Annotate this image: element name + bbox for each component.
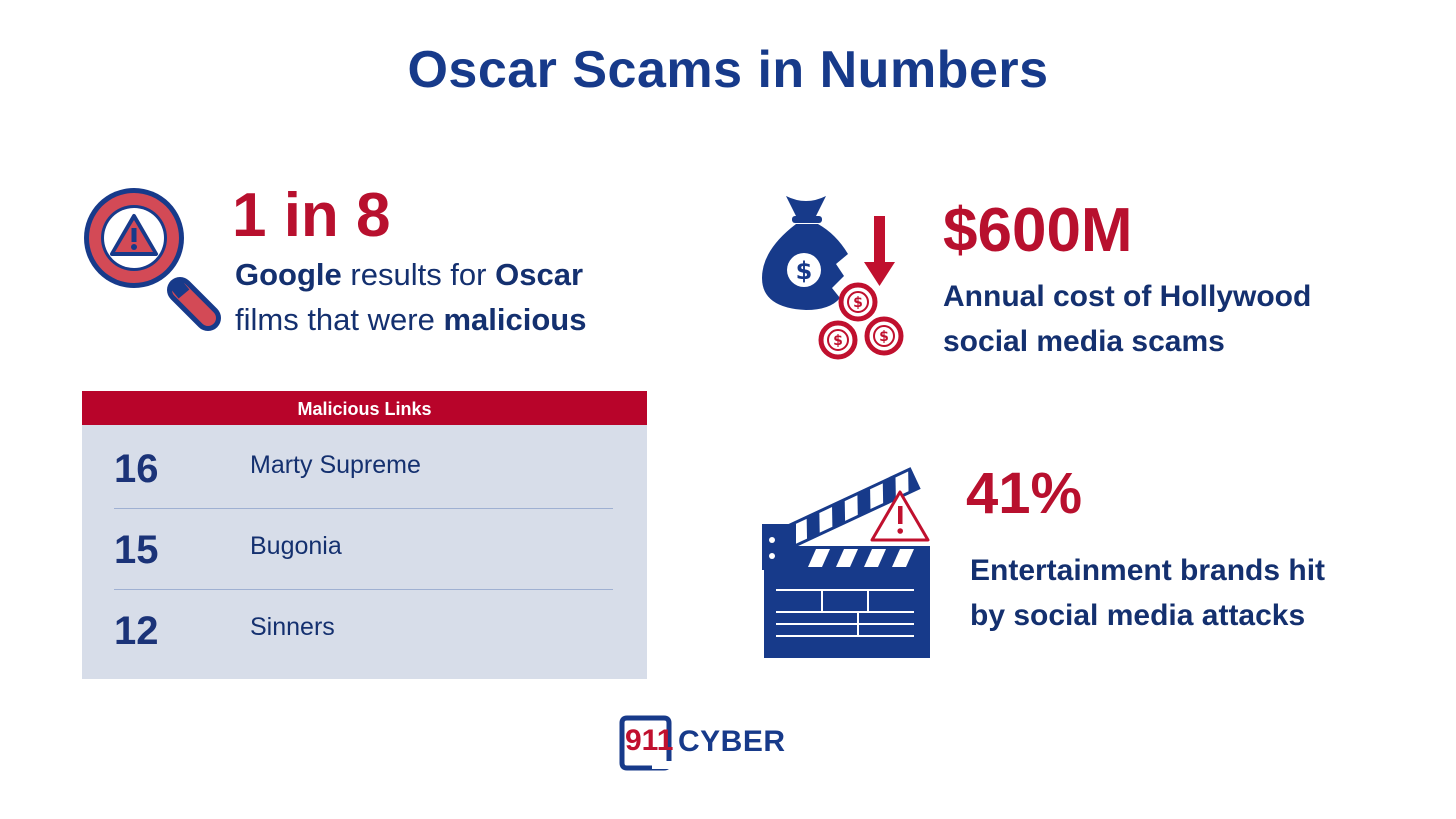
link-count: 12 (114, 609, 159, 653)
description-line: films that were malicious (235, 302, 587, 337)
film-name: Marty Supreme (250, 451, 421, 479)
svg-text:$: $ (833, 333, 843, 349)
page-title: Oscar Scams in Numbers (407, 41, 1049, 99)
stat-value: $600M (943, 196, 1133, 265)
stat-value: 1 in 8 (232, 181, 391, 250)
logo-number: 911 (625, 724, 674, 757)
logo-word: CYBER (678, 725, 786, 758)
description-line: Entertainment brands hit (970, 554, 1326, 587)
table-row: 15 Bugonia (114, 510, 613, 590)
description-line: social media scams (943, 325, 1225, 358)
film-name: Bugonia (250, 532, 342, 560)
magnifier-warning-icon (84, 188, 221, 331)
description-line: by social media attacks (970, 599, 1306, 632)
malicious-links-table: Malicious Links 16 Marty Supreme 15 Bugo… (82, 391, 647, 679)
stat-description: Entertainment brands hit by social media… (970, 548, 1325, 638)
stat-description: Google results for Oscar films that were… (235, 252, 586, 342)
money-bag-loss-icon: $ $ $ $ (762, 196, 904, 360)
film-name: Sinners (250, 613, 335, 641)
description-line: Annual cost of Hollywood (943, 280, 1312, 313)
table-row: 12 Sinners (114, 591, 613, 671)
svg-text:$: $ (879, 329, 889, 345)
link-count: 16 (114, 447, 159, 491)
svg-text:$: $ (796, 257, 813, 285)
table-row: 16 Marty Supreme (114, 429, 613, 509)
link-count: 15 (114, 528, 159, 572)
stat-description: Annual cost of Hollywood social media sc… (943, 274, 1311, 364)
logo-911-cyber: 911 (618, 715, 808, 771)
description-line: Google results for Oscar (235, 257, 584, 292)
clapperboard-warning-icon (762, 467, 930, 658)
stat-value: 41% (966, 461, 1083, 526)
logo-frame (619, 715, 672, 771)
svg-text:$: $ (853, 295, 863, 311)
table-header: Malicious Links (82, 391, 647, 425)
